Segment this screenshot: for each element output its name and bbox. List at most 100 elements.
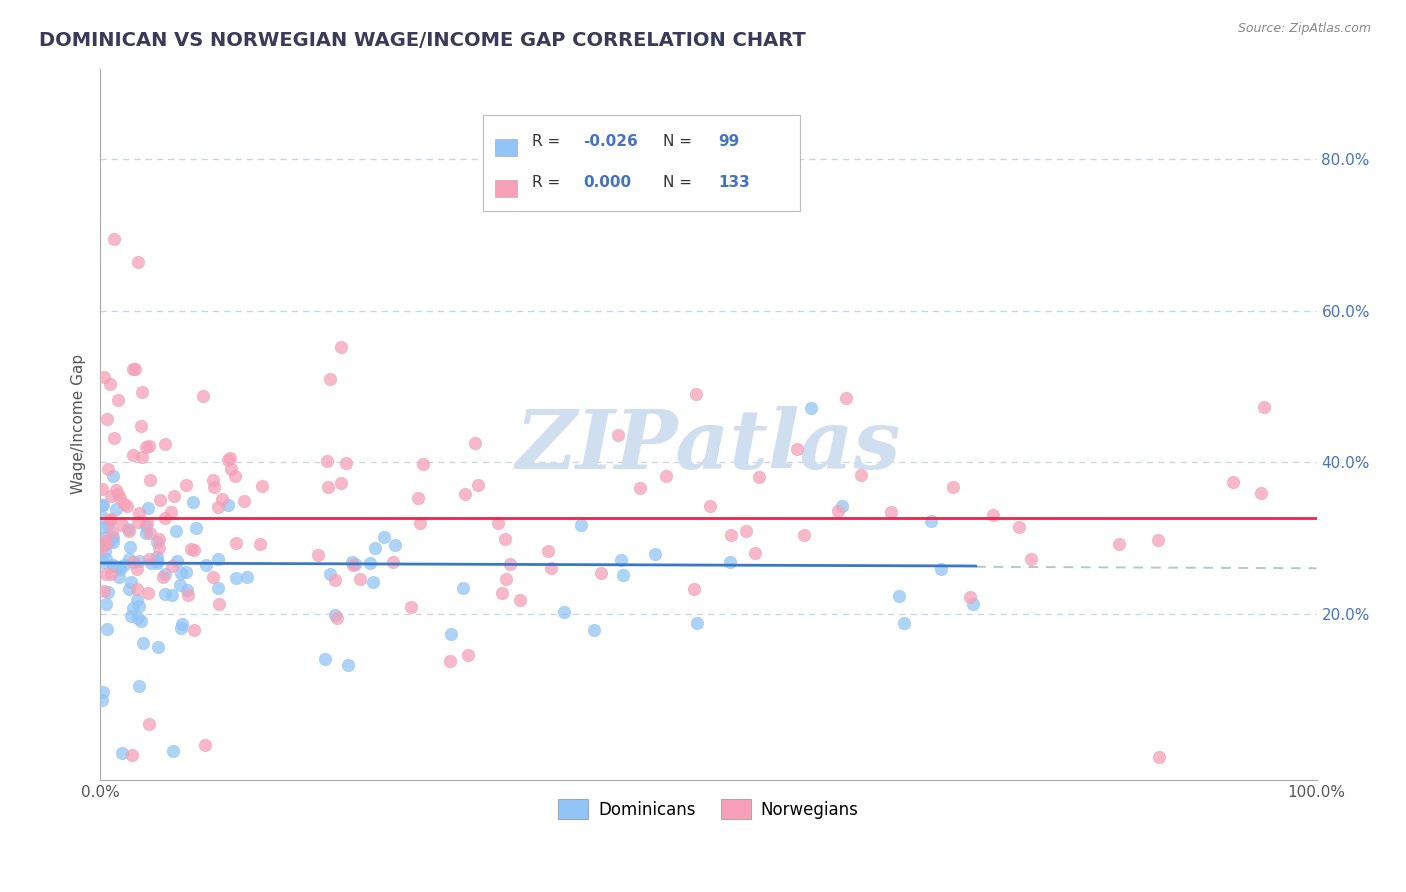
Point <box>163 489 186 503</box>
Point <box>453 487 475 501</box>
Point <box>207 552 229 566</box>
Point <box>166 554 188 568</box>
Point <box>91 498 114 512</box>
Point <box>786 442 808 456</box>
Point <box>174 477 197 491</box>
Point <box>800 401 823 416</box>
Text: R =: R = <box>531 175 565 190</box>
Point <box>207 581 229 595</box>
Point <box>170 622 193 636</box>
Point <box>91 498 114 512</box>
Point <box>121 555 143 569</box>
Point <box>138 552 160 566</box>
Point <box>236 570 259 584</box>
Point <box>127 562 149 576</box>
Point <box>225 536 247 550</box>
Point <box>1019 552 1042 566</box>
Point <box>457 648 479 663</box>
Point <box>122 448 145 462</box>
Point <box>537 544 560 558</box>
Point <box>217 498 239 512</box>
Point <box>101 468 124 483</box>
Point <box>183 623 205 637</box>
Text: 99: 99 <box>718 134 740 149</box>
Point <box>136 516 159 531</box>
Point <box>100 566 122 581</box>
Point <box>342 558 364 573</box>
Point <box>920 514 942 528</box>
Point <box>176 582 198 597</box>
Point <box>108 562 131 576</box>
Point <box>101 535 124 549</box>
Point <box>108 569 131 583</box>
Point <box>120 541 142 555</box>
Point <box>219 461 242 475</box>
Point <box>127 593 149 607</box>
Point <box>451 581 474 595</box>
Point <box>720 527 742 541</box>
Point <box>94 567 117 582</box>
Point <box>103 431 125 445</box>
Point <box>100 489 122 503</box>
Point <box>160 505 183 519</box>
Point <box>734 524 756 538</box>
Point <box>1108 536 1130 550</box>
Point <box>1253 400 1275 414</box>
Point <box>201 474 224 488</box>
Point <box>1250 485 1272 500</box>
Point <box>131 384 153 399</box>
Point <box>117 499 139 513</box>
Point <box>316 480 339 494</box>
Point <box>97 584 120 599</box>
Point <box>103 232 125 246</box>
Point <box>1222 475 1244 489</box>
Point <box>91 510 114 524</box>
Point <box>381 555 404 569</box>
Point <box>153 437 176 451</box>
Point <box>96 622 118 636</box>
Point <box>91 685 114 699</box>
Point <box>307 548 329 562</box>
Point <box>439 627 461 641</box>
Point <box>174 565 197 579</box>
Point <box>827 504 849 518</box>
Point <box>959 591 981 605</box>
Point <box>94 535 117 549</box>
Point <box>105 502 128 516</box>
Point <box>104 483 127 497</box>
Point <box>412 457 434 471</box>
Text: ZIPatlas: ZIPatlas <box>516 406 901 486</box>
Text: DOMINICAN VS NORWEGIAN WAGE/INCOME GAP CORRELATION CHART: DOMINICAN VS NORWEGIAN WAGE/INCOME GAP C… <box>39 31 806 50</box>
Point <box>644 548 666 562</box>
Point <box>131 450 153 465</box>
Point <box>128 599 150 614</box>
Point <box>125 582 148 596</box>
Point <box>170 617 193 632</box>
Point <box>323 607 346 622</box>
Point <box>180 542 202 557</box>
Point <box>879 505 901 519</box>
Point <box>981 508 1004 523</box>
Point <box>131 419 153 434</box>
Text: Source: ZipAtlas.com: Source: ZipAtlas.com <box>1237 22 1371 36</box>
Point <box>744 546 766 560</box>
Point <box>183 542 205 557</box>
Point <box>319 372 342 386</box>
Point <box>162 588 184 602</box>
Point <box>153 586 176 600</box>
Point <box>217 452 239 467</box>
Point <box>318 567 340 582</box>
Point <box>112 558 135 573</box>
Point <box>121 747 143 762</box>
Point <box>329 476 352 491</box>
Point <box>135 440 157 454</box>
Point <box>148 532 170 546</box>
Point <box>249 537 271 551</box>
Point <box>94 552 117 566</box>
Point <box>135 519 157 533</box>
Point <box>612 568 634 582</box>
Point <box>1149 750 1171 764</box>
Point <box>93 370 115 384</box>
Point <box>384 538 406 552</box>
Point <box>100 512 122 526</box>
